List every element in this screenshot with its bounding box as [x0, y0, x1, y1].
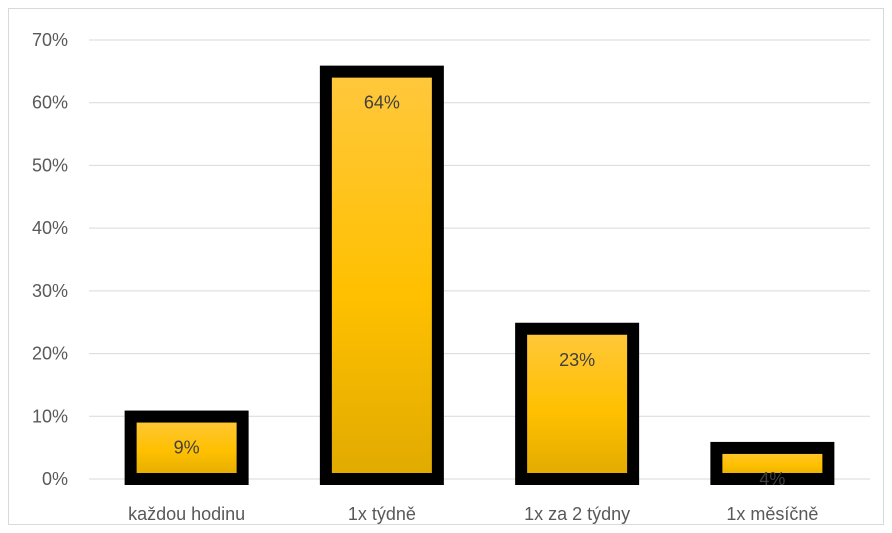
- x-axis-category-labels: každou hodinu 1x týdně 1x za 2 týdny 1x měs…: [128, 504, 818, 524]
- bar: [710, 441, 835, 485]
- y-tick-label: 10%: [32, 406, 68, 426]
- x-category-label: každou hodinu: [128, 504, 245, 524]
- y-tick-label: 60%: [32, 93, 68, 113]
- data-labels: 9% 64% 23% 4%: [174, 93, 786, 489]
- y-tick-label: 30%: [32, 281, 68, 301]
- bar-data-label: 23%: [559, 350, 595, 370]
- y-tick-label: 50%: [32, 155, 68, 175]
- bar: [124, 410, 249, 485]
- bar: [319, 65, 444, 485]
- y-tick-label: 20%: [32, 344, 68, 364]
- x-category-label: 1x měsíčně: [726, 504, 818, 524]
- y-tick-label: 40%: [32, 218, 68, 238]
- y-axis-tick-labels: 0% 10% 20% 30% 40% 50% 60% 70%: [32, 30, 68, 489]
- y-tick-label: 0%: [42, 469, 68, 489]
- bar-data-label: 9%: [174, 438, 200, 458]
- bar-data-label: 4%: [759, 469, 785, 489]
- y-tick-label: 70%: [32, 30, 68, 50]
- x-category-label: 1x týdně: [348, 504, 416, 524]
- x-category-label: 1x za 2 týdny: [524, 504, 630, 524]
- bar: [515, 322, 640, 485]
- bars: [124, 65, 835, 485]
- bar-data-label: 64%: [364, 93, 400, 113]
- chart-frame: [8, 8, 884, 525]
